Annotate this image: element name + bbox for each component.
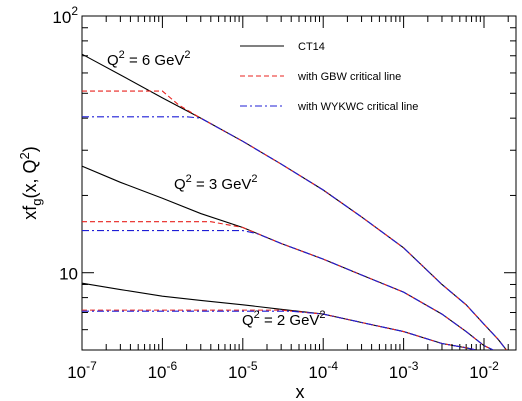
legend-label: CT14 — [298, 41, 325, 53]
curve-label-q6: Q2 = 6 GeV2 — [107, 49, 191, 69]
x-tick-labels: 10-7 10-6 10-5 10-4 10-3 10-2 — [67, 359, 499, 382]
legend: CT14 with GBW critical line with WYKWC cri… — [240, 41, 418, 113]
y-axis-label: xfg(x, Q2) — [17, 146, 44, 219]
series-line-wykwc — [82, 310, 477, 350]
x-tick-label: 10-6 — [148, 359, 178, 382]
axis-ticks — [81, 15, 516, 351]
y-tick-label: 10 — [59, 265, 78, 284]
curve-label-q3: Q2 = 3 GeV2 — [174, 173, 258, 193]
curve-label-q2: Q2 = 2 GeV2 — [242, 309, 326, 329]
x-tick-label: 10-5 — [228, 359, 258, 382]
y-tick-labels: 10 102 — [52, 4, 78, 284]
series-line-wykwc — [82, 229, 494, 350]
legend-label: with GBW critical line — [297, 71, 401, 83]
series-line-wykwc — [82, 116, 507, 350]
x-tick-label: 10-2 — [469, 359, 499, 382]
x-axis-label: x — [296, 382, 305, 401]
series-line-gbw — [82, 309, 477, 350]
series-line-ct14 — [82, 53, 507, 350]
x-tick-label: 10-7 — [67, 359, 97, 382]
annotations: Q2 = 6 GeV2 Q2 = 3 GeV2 Q2 = 2 GeV2 — [107, 49, 326, 329]
x-tick-label: 10-4 — [308, 359, 338, 382]
legend-label: with WYKWC critical line — [297, 101, 418, 113]
series-line-gbw — [82, 221, 494, 350]
curves — [82, 53, 507, 350]
x-tick-label: 10-3 — [389, 359, 419, 382]
y-tick-label: 102 — [52, 4, 78, 27]
